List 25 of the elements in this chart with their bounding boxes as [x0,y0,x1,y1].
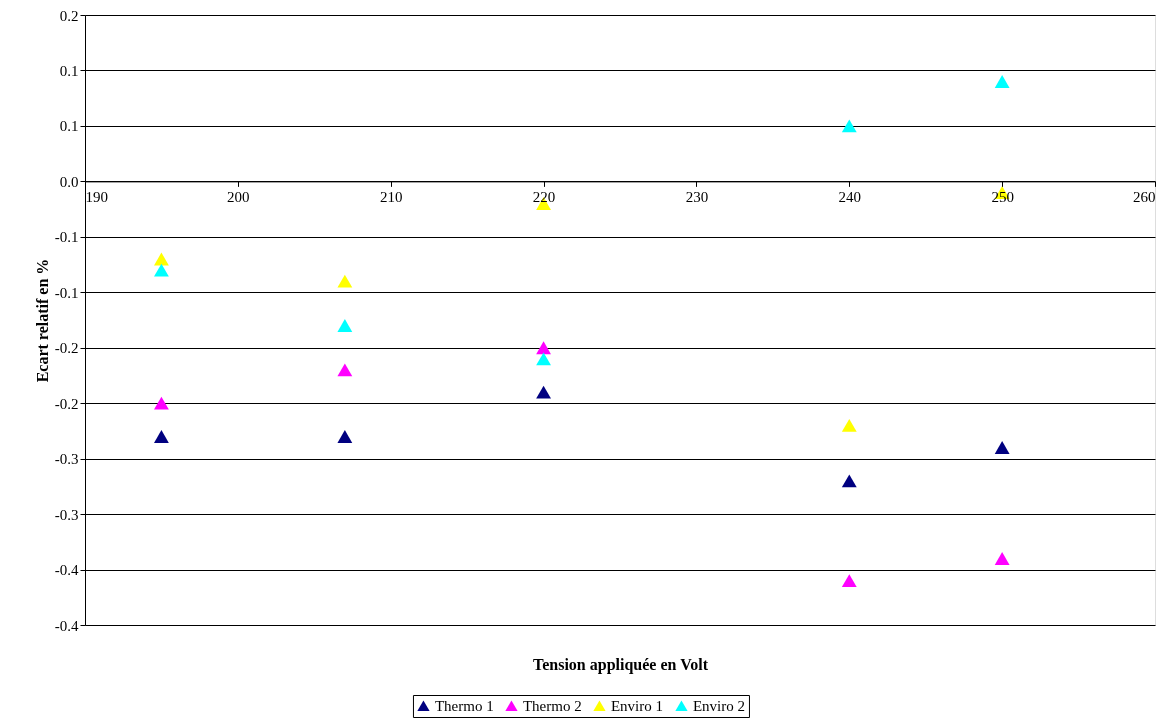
x-tick-label: 220 [532,188,556,205]
x-axis-title: Tension appliquée en Volt [532,655,709,674]
y-tick-label: 0.0 [59,173,79,190]
y-tick-label: 0.1 [59,118,79,135]
x-tick-label: 210 [379,188,403,205]
y-tick-label: -0.2 [54,395,79,412]
y-tick-label: -0.3 [54,506,79,523]
y-tick-label: -0.4 [54,562,79,579]
y-tick-label: 0.2 [59,7,79,24]
y-tick-label: -0.2 [54,340,79,357]
x-tick-label: 240 [838,188,862,205]
y-tick-label: -0.4 [54,617,79,634]
x-tick-label: 260 [1133,188,1156,205]
y-tick-label: 0.1 [59,62,79,79]
x-tick-label: 200 [227,188,250,205]
y-axis-title: Ecart relatif en % [33,258,51,383]
legend-label: Thermo 1 [434,697,494,714]
legend-label: Enviro 2 [692,697,746,714]
legend-label: Thermo 2 [522,697,582,714]
y-tick-label: -0.1 [54,229,79,246]
legend-label: Enviro 1 [610,697,664,714]
y-tick-label: -0.3 [54,451,79,468]
x-tick-label: 190 [85,188,108,205]
y-tick-label: -0.1 [54,284,79,301]
x-tick-label: 230 [685,188,709,205]
